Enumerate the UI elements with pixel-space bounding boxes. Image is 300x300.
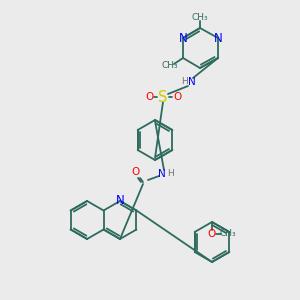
- Text: O: O: [145, 92, 153, 102]
- Text: N: N: [116, 194, 124, 208]
- Text: O: O: [132, 167, 140, 177]
- Text: H: H: [182, 77, 188, 86]
- Text: N: N: [158, 169, 166, 179]
- Text: CH₃: CH₃: [192, 14, 208, 22]
- Text: N: N: [214, 32, 222, 44]
- Text: CH₃: CH₃: [162, 61, 178, 70]
- Text: O: O: [173, 92, 181, 102]
- Text: H: H: [168, 169, 174, 178]
- Text: O: O: [208, 229, 216, 239]
- Text: CH₃: CH₃: [220, 230, 236, 238]
- Text: S: S: [158, 89, 168, 104]
- Text: N: N: [178, 32, 188, 44]
- Text: N: N: [188, 77, 196, 87]
